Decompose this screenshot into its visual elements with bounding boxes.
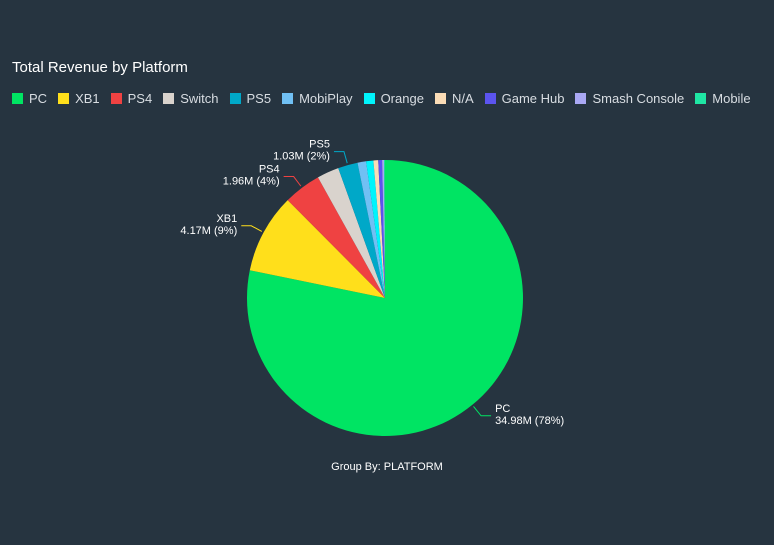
legend-label: Switch	[180, 91, 219, 106]
pie-slice-ps4[interactable]	[287, 177, 385, 298]
legend-label: Orange	[380, 91, 424, 106]
data-label-value: 1.96M (4%)	[223, 176, 280, 188]
pie-slice-game-hub[interactable]	[378, 160, 385, 298]
legend-label: PS4	[127, 91, 153, 106]
pie-slice-xb1[interactable]	[249, 200, 385, 298]
data-label-name: PS5	[309, 139, 330, 151]
legend-label: Game Hub	[501, 91, 565, 106]
legend-swatch	[484, 93, 496, 104]
pie-slice-switch[interactable]	[317, 168, 385, 298]
legend: PC XB1 PS4 Switch PS5 MobiPlay Orange N/A Game H…	[12, 91, 762, 106]
legend-label: Smash Console	[592, 91, 685, 106]
legend-label: N/A	[451, 91, 474, 106]
legend-item[interactable]: Switch	[163, 91, 219, 106]
pie-slice-mobiplay[interactable]	[357, 161, 385, 298]
data-label-value: 1.03M (2%)	[273, 151, 330, 163]
pie-slice-smash-console[interactable]	[382, 160, 385, 298]
legend-label: Mobile	[712, 91, 751, 106]
legend-item[interactable]: XB1	[58, 91, 100, 106]
leader-line	[283, 176, 302, 187]
legend-item[interactable]: Smash Console	[575, 91, 684, 106]
legend-item[interactable]: PC	[12, 91, 47, 106]
legend-swatch	[110, 93, 122, 104]
leader-line	[241, 225, 263, 232]
chart-title: Total Revenue by Platform	[12, 59, 188, 76]
data-label-value: 4.17M (9%)	[180, 225, 237, 237]
data-label-name: PS4	[259, 164, 280, 176]
pie-slice-n-a[interactable]	[373, 160, 385, 298]
legend-item[interactable]: PS5	[229, 91, 272, 106]
pie-slice-ps5[interactable]	[338, 162, 385, 298]
legend-swatch	[163, 93, 175, 104]
group-by-label: Group By: PLATFORM	[331, 461, 443, 473]
data-label-value: 34.98M (78%)	[495, 415, 564, 427]
legend-label: PS5	[246, 91, 272, 106]
legend-label: MobiPlay	[299, 91, 353, 106]
legend-item[interactable]: Orange	[363, 91, 424, 106]
legend-swatch	[434, 93, 446, 104]
legend-label: XB1	[75, 91, 100, 106]
legend-swatch	[229, 93, 241, 104]
legend-swatch	[363, 93, 375, 104]
legend-item[interactable]: PS4	[110, 91, 153, 106]
leader-line	[473, 406, 492, 417]
legend-item[interactable]: Mobile	[695, 91, 751, 106]
legend-swatch	[575, 93, 587, 104]
pie-slice-orange[interactable]	[366, 160, 385, 298]
leader-line	[333, 151, 348, 164]
legend-item[interactable]: N/A	[434, 91, 474, 106]
legend-swatch	[695, 93, 707, 104]
data-label-name: XB1	[216, 213, 237, 225]
legend-swatch	[58, 93, 70, 104]
pie-slice-mobile[interactable]	[384, 160, 385, 298]
legend-item[interactable]: Game Hub	[484, 91, 565, 106]
legend-swatch	[282, 93, 294, 104]
legend-swatch	[12, 93, 23, 104]
data-label-name: PC	[495, 403, 510, 415]
legend-label: PC	[29, 91, 48, 106]
legend-item[interactable]: MobiPlay	[282, 91, 353, 106]
